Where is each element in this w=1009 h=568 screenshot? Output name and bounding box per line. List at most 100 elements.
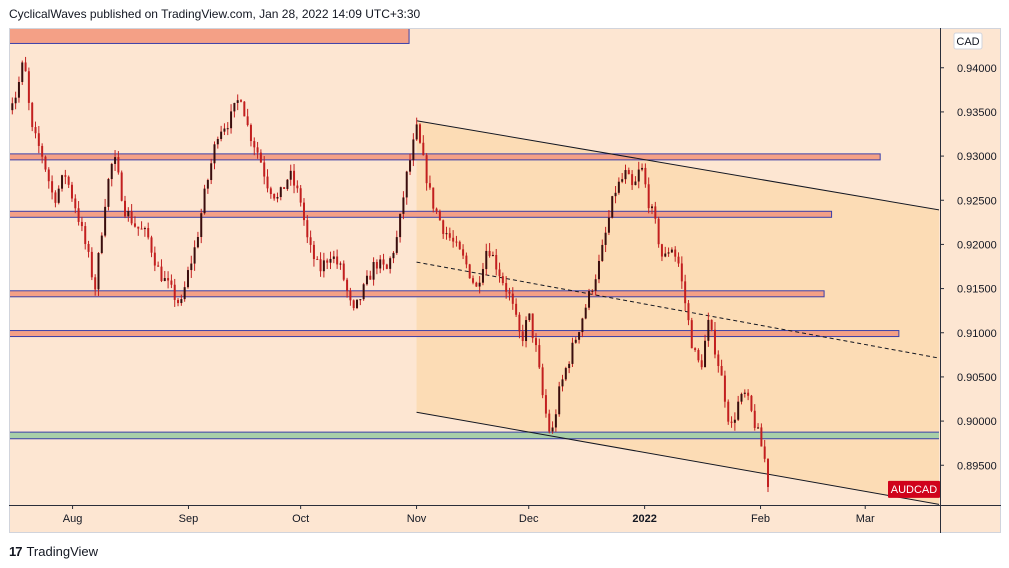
candle-body <box>17 81 20 98</box>
candle-body <box>369 275 372 280</box>
candle-body <box>84 226 87 245</box>
footer-branding[interactable]: 17 TradingView <box>9 541 98 561</box>
x-tick-label: Dec <box>519 513 539 525</box>
x-tick-label: Mar <box>856 513 875 525</box>
candle-body <box>690 320 693 349</box>
candle-body <box>392 252 395 259</box>
candle-body <box>203 188 206 214</box>
channel-mid-line <box>416 261 939 359</box>
candle-body <box>627 170 630 175</box>
candle-body <box>614 192 617 197</box>
candle-body <box>428 183 431 188</box>
candle-body <box>309 237 312 245</box>
candle-body <box>346 279 349 291</box>
candle-body <box>554 414 557 428</box>
candle-body <box>495 254 498 270</box>
candle-body <box>548 413 551 432</box>
candle-body <box>47 169 50 182</box>
candle-body <box>193 247 196 264</box>
candle-body <box>697 349 700 361</box>
candle-body <box>737 401 740 420</box>
candle-body <box>402 197 405 214</box>
candle-body <box>624 170 627 180</box>
y-tick-label: 0.93000 <box>957 151 997 163</box>
candle-body <box>94 277 97 290</box>
candle-body <box>740 393 743 402</box>
candle-body <box>223 128 226 132</box>
candle-body <box>551 427 554 432</box>
candle-body <box>558 386 561 415</box>
candle-body <box>107 179 110 207</box>
candle-body <box>342 263 345 280</box>
symbol-tag-text: AUDCAD <box>891 484 938 496</box>
candle-body <box>80 221 83 227</box>
channel-upper-line <box>416 120 939 211</box>
zone-2 <box>10 210 833 218</box>
candle-body <box>319 259 322 272</box>
candle-body <box>273 193 276 199</box>
candle-body <box>67 176 70 185</box>
candle-body <box>591 290 594 292</box>
candle-body <box>677 256 680 264</box>
candle-body <box>544 395 547 414</box>
candle-body <box>654 206 657 219</box>
candle-body <box>525 320 528 342</box>
candle-body <box>279 187 282 198</box>
candle-body <box>687 303 690 321</box>
candle-body <box>263 162 266 177</box>
candle-body <box>452 237 455 242</box>
candle-body <box>349 290 352 301</box>
candle-body <box>747 392 750 396</box>
candle-body <box>418 124 421 143</box>
candle-body <box>316 259 319 261</box>
candle-body <box>611 196 614 218</box>
x-tick-label: Feb <box>751 513 770 525</box>
currency-box <box>953 32 983 50</box>
candle-body <box>501 276 504 284</box>
candle-body <box>541 367 544 396</box>
candle-body <box>385 264 388 269</box>
candle-body <box>607 217 610 233</box>
tradingview-brand: TradingView <box>26 543 99 559</box>
candle-body <box>478 282 481 287</box>
candle-body <box>670 249 673 253</box>
candle-body <box>684 281 687 304</box>
candle-body <box>435 208 438 212</box>
candle-body <box>289 170 292 180</box>
candle-body <box>133 223 136 227</box>
candle-body <box>293 170 296 186</box>
candle-body <box>538 345 541 368</box>
candle-body <box>259 152 262 163</box>
channel-lower-line <box>416 411 939 505</box>
candle-body <box>34 127 37 134</box>
candle-body <box>70 184 73 199</box>
candle-body <box>90 251 93 278</box>
candle-body <box>332 256 335 259</box>
candle-body <box>183 287 186 300</box>
price-chart[interactable]: CAD 0.94000 0.93500 0.93000 0.92500 0.92000 0.… <box>9 28 1001 533</box>
candle-body <box>283 187 286 189</box>
candle-body <box>220 131 223 139</box>
candle-body <box>256 147 259 153</box>
candle-body <box>216 138 219 145</box>
candle-body <box>326 260 329 263</box>
candle-body <box>140 228 143 230</box>
candle-body <box>481 269 484 283</box>
candle-body <box>177 299 180 304</box>
candle-body <box>442 220 445 234</box>
y-tick-label: 0.90000 <box>957 416 997 428</box>
candle-body <box>412 139 415 161</box>
candle-body <box>561 379 564 387</box>
candle-body <box>604 232 607 245</box>
candle-body <box>64 175 67 177</box>
candle-body <box>475 282 478 287</box>
candle-body <box>647 184 650 209</box>
candle-body <box>601 244 604 261</box>
x-tick-label: Sep <box>179 513 199 525</box>
candle-body <box>637 169 640 182</box>
zone-4 <box>10 330 900 338</box>
candle-body <box>485 250 488 270</box>
candle-body <box>329 258 332 263</box>
candle-body <box>710 319 713 330</box>
candle-body <box>472 278 475 283</box>
